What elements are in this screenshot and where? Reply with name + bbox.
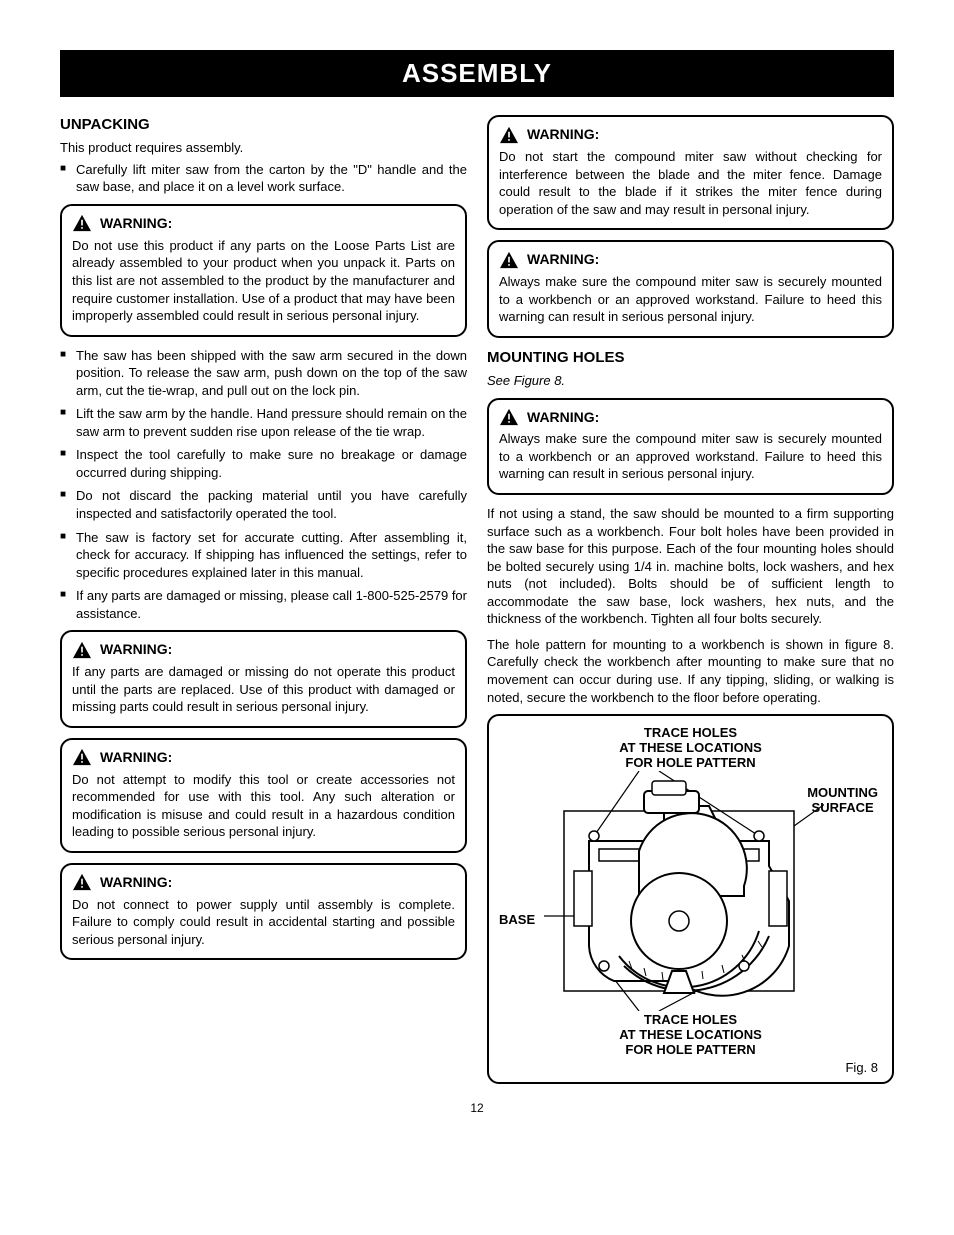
list-item: Lift the saw arm by the handle. Hand pre… (60, 405, 467, 440)
list-item: If any parts are damaged or missing, ple… (60, 587, 467, 622)
section-banner: ASSEMBLY (60, 50, 894, 97)
warning-title: WARNING: (100, 214, 172, 233)
mounting-head: MOUNTING HOLES (487, 348, 894, 368)
left-column: UNPACKING This product requires assembly… (60, 115, 467, 1084)
fig-label-line: AT THESE LOCATIONS (619, 740, 762, 755)
warning-head: WARNING: (499, 408, 882, 427)
right-column: WARNING: Do not start the compound miter… (487, 115, 894, 1084)
warning-head: WARNING: (72, 214, 455, 233)
two-column-layout: UNPACKING This product requires assembly… (60, 115, 894, 1084)
warning-head: WARNING: (72, 640, 455, 659)
warning-icon (499, 408, 519, 426)
warning-body: Always make sure the compound miter saw … (499, 273, 882, 326)
warning-icon (72, 214, 92, 232)
fig-top-label: TRACE HOLES AT THESE LOCATIONS FOR HOLE … (499, 726, 882, 771)
warning-title: WARNING: (527, 250, 599, 269)
fig-label-line: TRACE HOLES (644, 1012, 737, 1027)
warning-box: WARNING: Do not use this product if any … (60, 204, 467, 337)
see-figure: See Figure 8. (487, 372, 894, 390)
warning-icon (499, 126, 519, 144)
list-item: The saw has been shipped with the saw ar… (60, 347, 467, 400)
fig-label-line: TRACE HOLES (644, 725, 737, 740)
page-number: 12 (60, 1100, 894, 1116)
warning-icon (72, 873, 92, 891)
unpacking-intro: This product requires assembly. (60, 139, 467, 157)
mounting-p2: The hole pattern for mounting to a workb… (487, 636, 894, 706)
warning-body: Do not attempt to modify this tool or cr… (72, 771, 455, 841)
warning-box: WARNING: Do not attempt to modify this t… (60, 738, 467, 853)
warning-head: WARNING: (72, 873, 455, 892)
mounting-p1: If not using a stand, the saw should be … (487, 505, 894, 628)
fig-label-line: BASE (499, 912, 535, 927)
fig-bottom-label: TRACE HOLES AT THESE LOCATIONS FOR HOLE … (489, 1013, 892, 1058)
warning-body: If any parts are damaged or missing do n… (72, 663, 455, 716)
warning-head: WARNING: (499, 125, 882, 144)
list-item: The saw is factory set for accurate cutt… (60, 529, 467, 582)
warning-box: WARNING: Always make sure the compound m… (487, 398, 894, 496)
fig-label-line: AT THESE LOCATIONS (619, 1027, 762, 1042)
list-item: Inspect the tool carefully to make sure … (60, 446, 467, 481)
warning-head: WARNING: (499, 250, 882, 269)
fig-label-line: FOR HOLE PATTERN (625, 1042, 755, 1057)
figure-number: Fig. 8 (845, 1059, 878, 1077)
unpacking-main-list: The saw has been shipped with the saw ar… (60, 347, 467, 623)
figure-8-box: TRACE HOLES AT THESE LOCATIONS FOR HOLE … (487, 714, 894, 1084)
warning-icon (499, 251, 519, 269)
warning-title: WARNING: (100, 748, 172, 767)
warning-box: WARNING: If any parts are damaged or mis… (60, 630, 467, 728)
warning-body: Do not connect to power supply until ass… (72, 896, 455, 949)
warning-body: Always make sure the compound miter saw … (499, 430, 882, 483)
warning-box: WARNING: Always make sure the compound m… (487, 240, 894, 338)
warning-box: WARNING: Do not connect to power supply … (60, 863, 467, 961)
warning-head: WARNING: (72, 748, 455, 767)
fig-label-line: FOR HOLE PATTERN (625, 755, 755, 770)
warning-title: WARNING: (100, 873, 172, 892)
warning-body: Do not use this product if any parts on … (72, 237, 455, 325)
unpacking-first-list: Carefully lift miter saw from the carton… (60, 161, 467, 196)
warning-body: Do not start the compound miter saw with… (499, 148, 882, 218)
warning-box: WARNING: Do not start the compound miter… (487, 115, 894, 230)
miter-saw-diagram (544, 771, 824, 1011)
warning-icon (72, 748, 92, 766)
warning-title: WARNING: (527, 125, 599, 144)
fig-left-label: BASE (499, 911, 535, 929)
unpacking-head: UNPACKING (60, 115, 467, 135)
list-item: Carefully lift miter saw from the carton… (60, 161, 467, 196)
list-item: Do not discard the packing material unti… (60, 487, 467, 522)
warning-icon (72, 641, 92, 659)
warning-title: WARNING: (527, 408, 599, 427)
warning-title: WARNING: (100, 640, 172, 659)
